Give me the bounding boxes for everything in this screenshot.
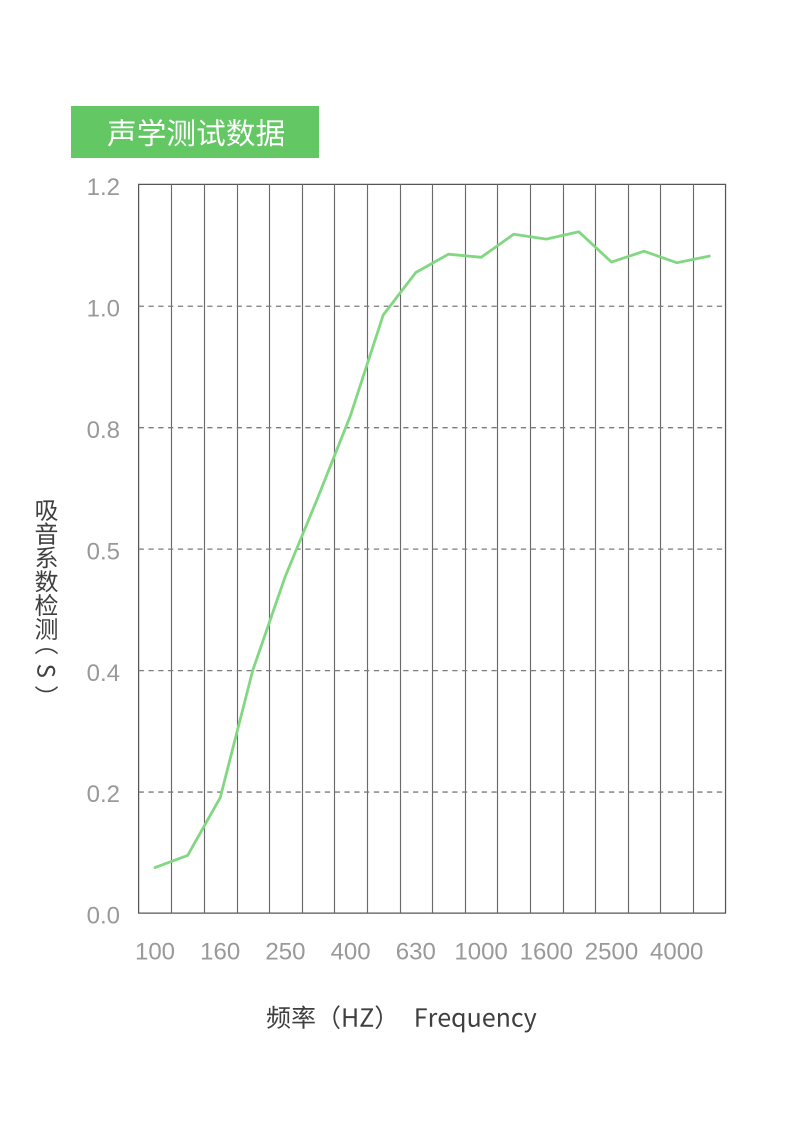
- svg-text:0.4: 0.4: [87, 660, 120, 687]
- svg-text:0.2: 0.2: [87, 781, 120, 808]
- svg-text:630: 630: [396, 939, 436, 966]
- svg-text:2500: 2500: [585, 939, 638, 966]
- svg-text:250: 250: [265, 939, 305, 966]
- svg-text:1000: 1000: [454, 939, 507, 966]
- svg-text:0.0: 0.0: [87, 903, 120, 930]
- svg-text:0.8: 0.8: [87, 417, 120, 444]
- svg-text:1.2: 1.2: [87, 174, 120, 201]
- svg-text:400: 400: [331, 939, 371, 966]
- svg-text:100: 100: [135, 939, 175, 966]
- svg-text:1.0: 1.0: [87, 295, 120, 322]
- svg-text:0.5: 0.5: [87, 538, 120, 565]
- svg-text:160: 160: [200, 939, 240, 966]
- svg-text:1600: 1600: [520, 939, 573, 966]
- svg-text:4000: 4000: [650, 939, 703, 966]
